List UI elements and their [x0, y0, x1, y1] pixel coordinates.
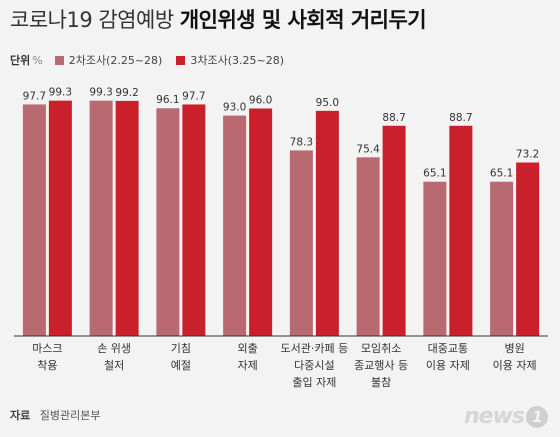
- bar-1-8: [490, 181, 514, 336]
- bar-1-1: [22, 104, 46, 337]
- category-label-3-2: 예절: [171, 359, 191, 372]
- source-label: 자료: [10, 409, 31, 422]
- data-label-1-2: 99.3: [89, 87, 112, 99]
- category-label-1-2: 착용: [37, 359, 57, 372]
- data-label-1-6: 75.4: [356, 143, 380, 155]
- legend-swatch-series-1: [54, 55, 64, 65]
- data-label-2-1: 99.3: [49, 87, 72, 99]
- category-label-7-1: 대중교통: [428, 342, 468, 355]
- bar-2-7: [449, 125, 473, 336]
- category-label-6-1: 모임취소: [361, 342, 401, 355]
- data-label-1-8: 65.1: [490, 168, 513, 180]
- category-label-1-1: 마스크: [32, 342, 62, 355]
- category-label-4-1: 외출: [238, 342, 258, 355]
- category-label-7-2: 이용 자제: [426, 359, 470, 372]
- category-label-2-1: 손 위생: [97, 342, 131, 355]
- data-label-2-3: 97.7: [182, 90, 205, 102]
- unit-symbol: %: [32, 53, 43, 67]
- category-label-8-2: 이용 자제: [493, 359, 537, 372]
- data-label-2-7: 88.7: [449, 112, 472, 124]
- legend-swatch-series-2: [176, 55, 186, 65]
- bar-2-5: [315, 110, 339, 336]
- chart-title-bold: 개인위생 및 사회적 거리두기: [179, 8, 427, 32]
- category-label-5-3: 출입 자제: [292, 376, 336, 389]
- category-label-5-1: 도서관·카페 등: [281, 342, 349, 355]
- chart-title: 코로나19 감염예방 개인위생 및 사회적 거리두기: [10, 6, 427, 34]
- unit-label: 단위: [10, 54, 31, 67]
- bar-2-8: [516, 162, 540, 336]
- data-label-2-6: 88.7: [382, 112, 405, 124]
- data-label-1-5: 78.3: [290, 136, 313, 148]
- data-label-2-8: 73.2: [516, 149, 539, 161]
- logo-mark: 1: [526, 406, 548, 428]
- data-label-1-4: 93.0: [223, 102, 246, 114]
- bar-1-6: [356, 157, 380, 336]
- bar-1-2: [89, 100, 113, 336]
- source-text: 질병관리본부: [39, 409, 101, 422]
- bar-2-6: [382, 125, 406, 336]
- data-label-1-7: 65.1: [423, 168, 446, 180]
- category-label-2-2: 철저: [104, 359, 124, 372]
- data-label-2-4: 96.0: [249, 94, 272, 106]
- news1-logo: news 1: [464, 404, 548, 429]
- category-label-6-2: 종교행사 등: [354, 359, 408, 372]
- bar-1-7: [423, 181, 447, 336]
- data-label-1-3: 96.1: [156, 94, 179, 106]
- chart-title-light: 코로나19 감염예방: [10, 8, 174, 32]
- data-label-1-1: 97.7: [23, 90, 46, 102]
- bar-1-5: [289, 150, 313, 336]
- category-label-3-1: 기침: [171, 342, 191, 355]
- category-label-6-3: 불참: [371, 376, 391, 389]
- data-label-2-5: 95.0: [316, 97, 339, 109]
- category-label-4-2: 자제: [238, 359, 258, 372]
- data-label-2-2: 99.2: [115, 87, 138, 99]
- bar-2-4: [249, 108, 273, 336]
- bar-1-4: [223, 115, 247, 336]
- bar-1-3: [156, 108, 180, 336]
- logo-text: news: [463, 404, 525, 429]
- bar-2-3: [182, 104, 206, 337]
- bar-2-2: [115, 100, 139, 337]
- legend: 단위 % 2차조사(2.25~28) 3차조사(3.25~28): [10, 52, 298, 68]
- legend-item-series-1: 2차조사(2.25~28): [54, 52, 163, 68]
- bar-2-1: [48, 100, 72, 336]
- legend-label-series-2: 3차조사(3.25~28): [190, 54, 285, 67]
- legend-item-series-2: 3차조사(3.25~28): [176, 52, 284, 68]
- legend-label-series-1: 2차조사(2.25~28): [68, 54, 163, 67]
- source-note: 자료 질병관리본부: [10, 407, 100, 423]
- category-label-5-2: 다중시설: [294, 359, 334, 372]
- category-label-8-1: 병원: [505, 342, 525, 355]
